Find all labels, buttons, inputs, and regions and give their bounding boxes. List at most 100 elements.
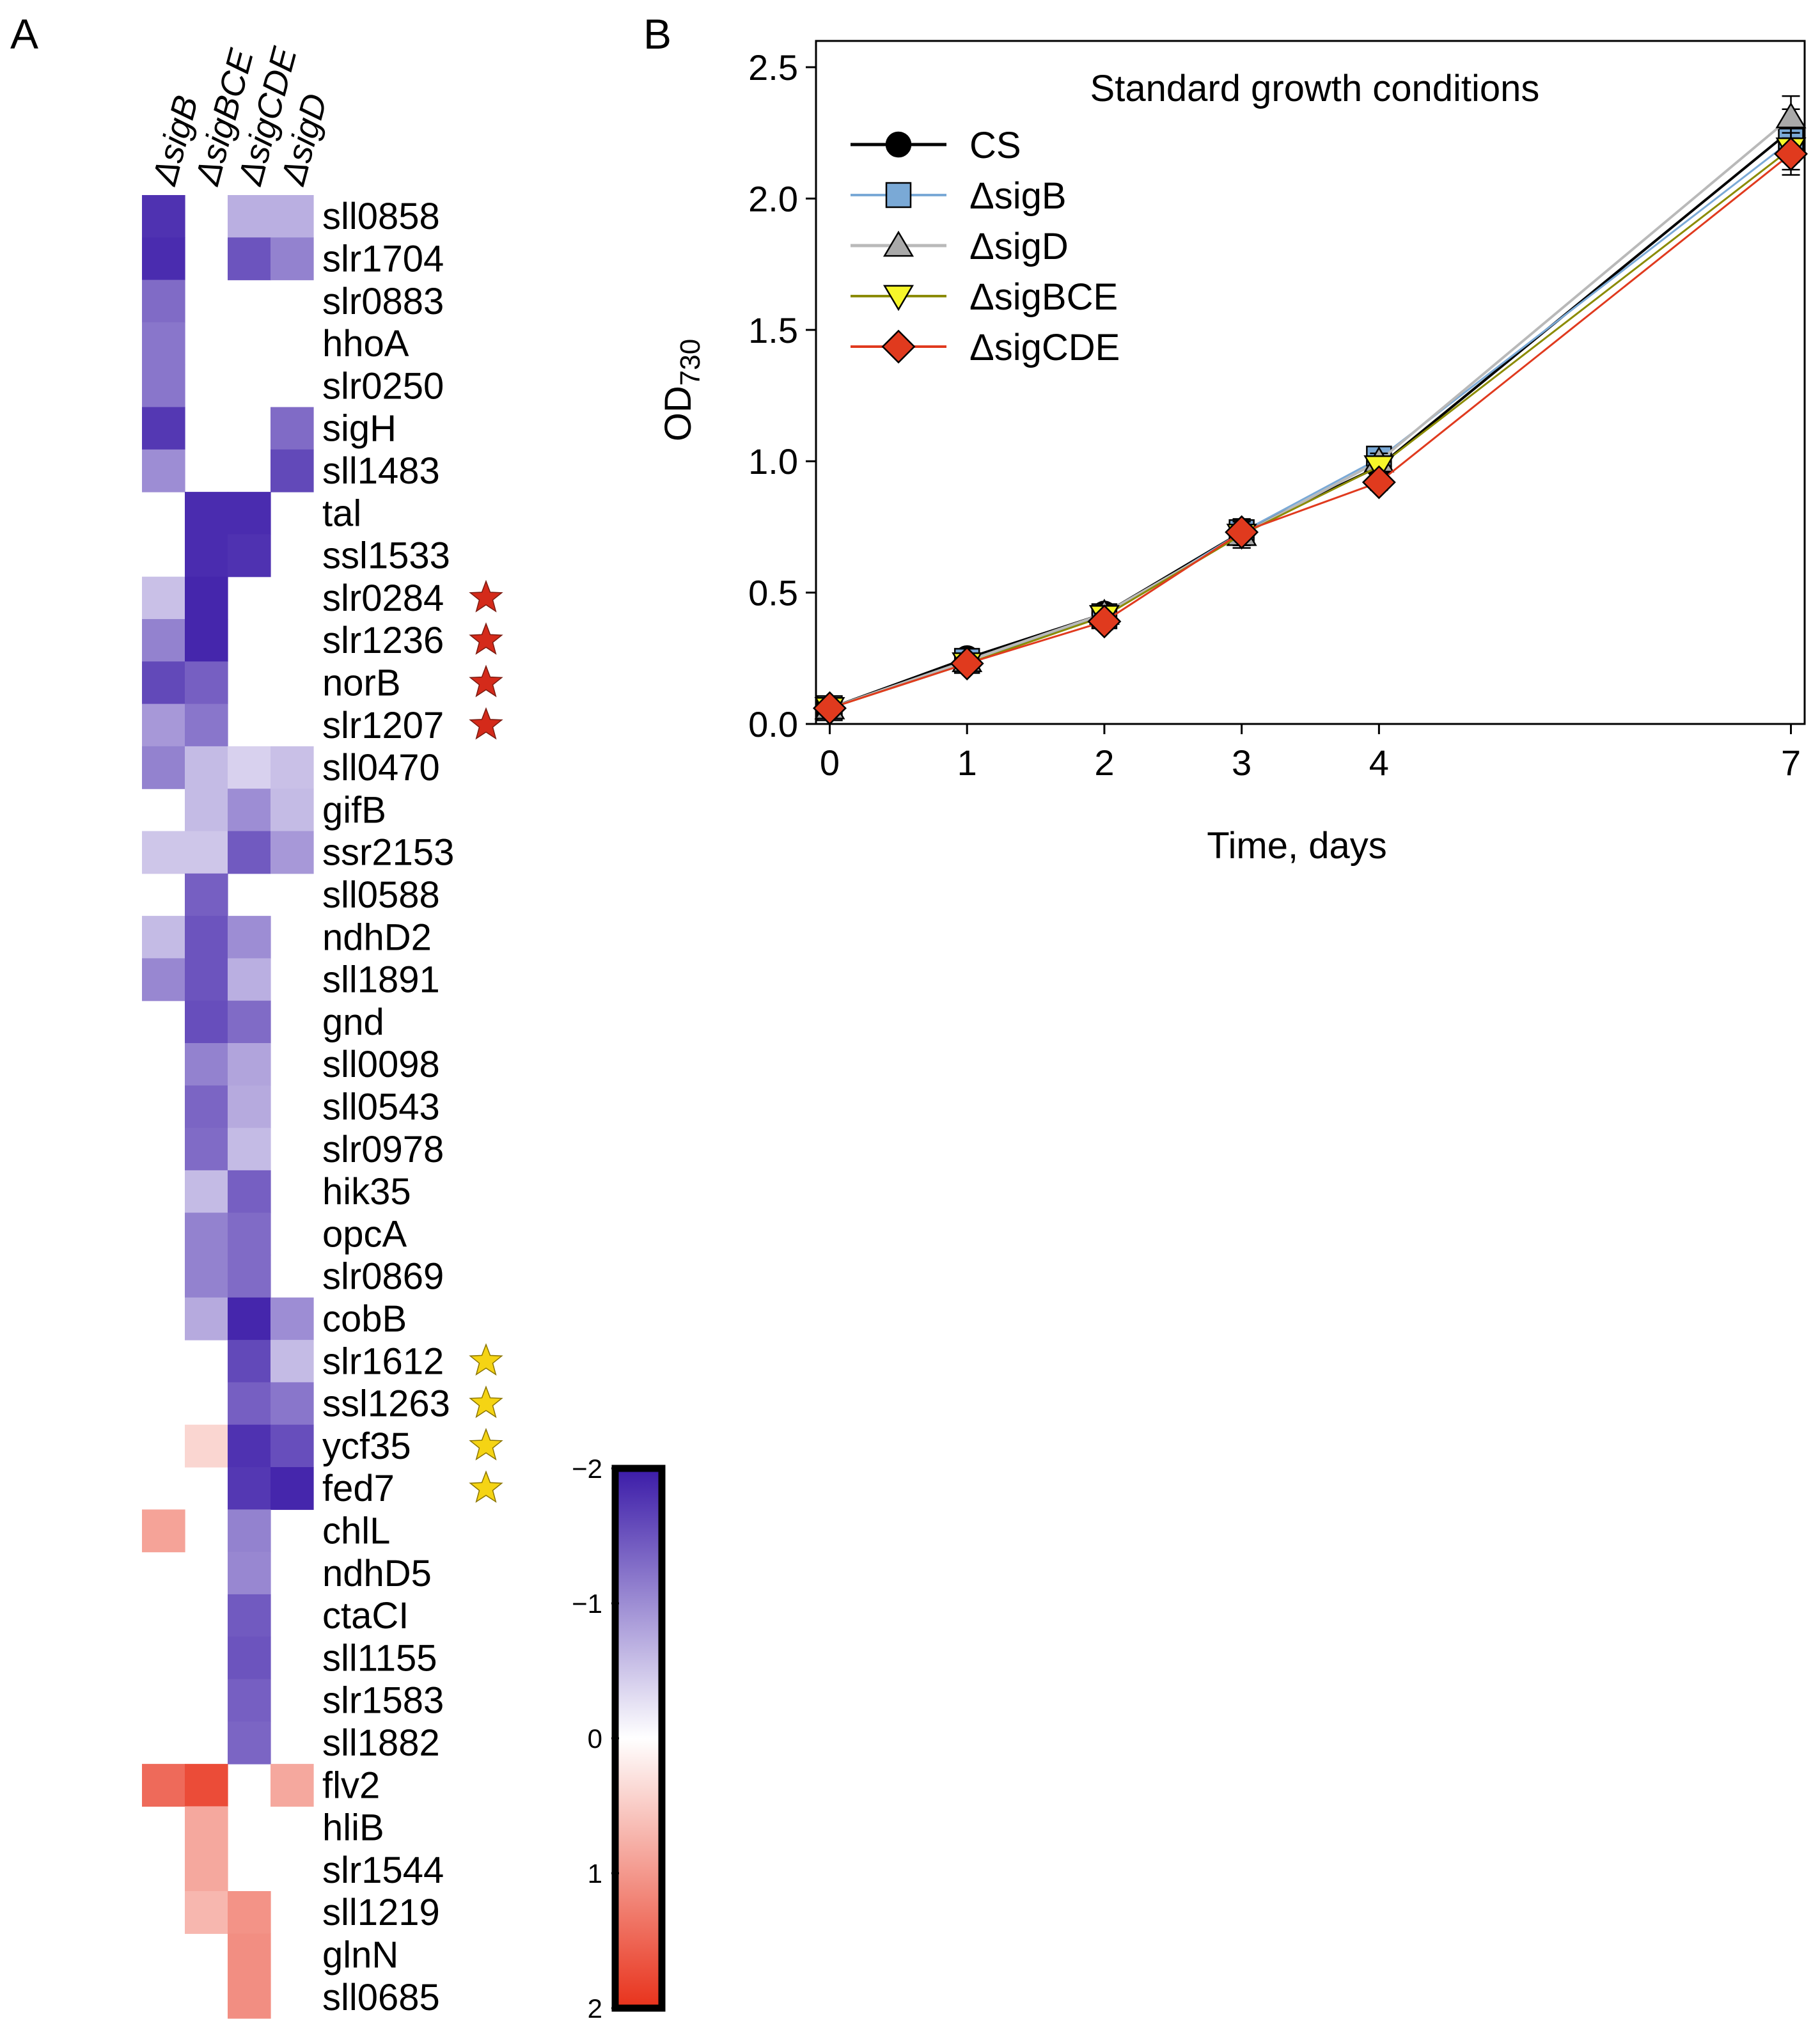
gene-label: slr0869 [322, 1256, 444, 1298]
gene-label: hliB [322, 1807, 384, 1849]
heatmap-cell [142, 195, 185, 238]
heatmap-cell [228, 1637, 271, 1680]
heatmap-cell [271, 789, 314, 832]
heatmap-cell [185, 831, 228, 874]
legend-marker [885, 131, 912, 158]
heatmap-cell [185, 661, 228, 705]
heatmap-cell [142, 1509, 185, 1553]
heatmap-cell [142, 661, 185, 705]
heatmap-cell [271, 1297, 314, 1340]
colorbar-tick-label: −2 [572, 1454, 602, 1484]
y-axis-title: OD730 [657, 339, 706, 441]
heatmap-cell [228, 1382, 271, 1426]
heatmap-cell [185, 1255, 228, 1298]
gene-label: hhoA [322, 323, 409, 365]
gene-label: norB [322, 662, 401, 703]
heatmap-cell [185, 1297, 228, 1340]
gene-label: slr0250 [322, 365, 444, 407]
gene-label: sll0588 [322, 874, 440, 916]
heatmap-cell [228, 1000, 271, 1044]
gene-label: slr1704 [322, 238, 444, 279]
data-point [1087, 604, 1122, 639]
gene-label: slr1207 [322, 705, 444, 746]
heatmap-cell [228, 916, 271, 959]
heatmap-cell [142, 703, 185, 747]
legend-marker [883, 285, 914, 311]
heatmap-cell [271, 1382, 314, 1426]
gene-label: ndhD2 [322, 916, 432, 958]
gene-label: glnN [322, 1934, 398, 1976]
heatmap-cell [185, 1848, 228, 1892]
heatmap-cell [142, 746, 185, 789]
y-tick-label: 0.5 [748, 573, 798, 613]
heatmap-cell [185, 789, 228, 832]
heatmap-cell [228, 789, 271, 832]
gene-label: fed7 [322, 1468, 395, 1509]
gene-label: cobB [322, 1298, 407, 1340]
legend-item: CS [851, 125, 1021, 166]
y-tick-label: 2.5 [748, 47, 798, 88]
data-point [1775, 102, 1807, 129]
legend: CS ΔsigB ΔsigD ΔsigBCE ΔsigCDE [851, 125, 1120, 368]
gene-label: sll0858 [322, 196, 440, 237]
heatmap-cell [185, 1891, 228, 1934]
heatmap-cell [228, 1933, 271, 1977]
gene-label: ndhD5 [322, 1553, 432, 1594]
heatmap-cell [185, 1213, 228, 1256]
y-tick-label: 0.0 [748, 704, 798, 744]
gene-label: hik35 [322, 1171, 411, 1213]
heatmap-cell [271, 237, 314, 281]
gene-label: chlL [322, 1510, 390, 1552]
red-star-icon [469, 707, 503, 740]
heatmap-cell [185, 703, 228, 747]
x-tick-label: 1 [957, 742, 977, 783]
heatmap-cell [228, 534, 271, 578]
heatmap-cell [142, 279, 185, 323]
heatmap-cell [185, 1806, 228, 1850]
panel-b: B Standard growth conditions 0.0 0.5 1.0 1.… [643, 10, 1808, 867]
gene-label: slr1583 [322, 1680, 444, 1722]
heatmap-cell [228, 1255, 271, 1298]
gene-label: sll1891 [322, 959, 440, 1001]
gene-label: ssl1533 [322, 535, 450, 577]
colorbar-ticks: −2 −1 0 1 2 [572, 1454, 619, 2023]
heatmap-cell [185, 576, 228, 620]
data-series [813, 95, 1808, 725]
legend-marker [883, 230, 914, 257]
heatmap-cell [228, 1213, 271, 1256]
heatmap-cell [228, 1170, 271, 1213]
heatmap-cell [185, 1170, 228, 1213]
legend-marker [885, 182, 912, 208]
gene-label: sll1155 [322, 1637, 437, 1679]
x-tick-label: 0 [820, 742, 840, 783]
colorbar-tick-label: 0 [588, 1724, 602, 1754]
heatmap-cell [271, 1424, 314, 1468]
panel-b-letter: B [643, 10, 671, 58]
heatmap-cell [228, 237, 271, 281]
heatmap-cell [142, 619, 185, 662]
heatmap-cell [142, 958, 185, 1002]
heatmap-cell [271, 831, 314, 874]
y-axis: 0.0 0.5 1.0 1.5 2.0 2.5 [748, 47, 816, 744]
heatmap-cell [185, 1128, 228, 1171]
heatmap-cell [142, 576, 185, 620]
heatmap-cell [142, 1764, 185, 1807]
gene-label: sll0685 [322, 1977, 440, 2018]
heatmap-cell [228, 1509, 271, 1553]
heatmap-cell [228, 492, 271, 535]
gene-label: gnd [322, 1002, 384, 1043]
heatmap-cell [228, 958, 271, 1002]
heatmap-cell [271, 449, 314, 492]
legend-label: ΔsigD [969, 226, 1069, 267]
heatmap-cell [228, 831, 271, 874]
gene-label: slr1236 [322, 620, 444, 661]
heatmap-cell [142, 831, 185, 874]
y-tick-label: 2.0 [748, 178, 798, 219]
x-tick-label: 2 [1094, 742, 1114, 783]
heatmap-cell [185, 1764, 228, 1807]
heatmap-cell [142, 916, 185, 959]
legend-label: ΔsigB [969, 175, 1067, 217]
heatmap-cell [142, 237, 185, 281]
